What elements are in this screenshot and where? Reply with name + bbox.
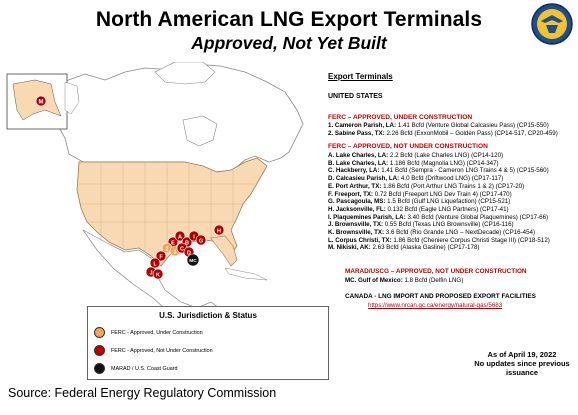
- svg-text:MC: MC: [189, 258, 197, 264]
- svg-text:A: A: [178, 235, 182, 241]
- update-note: No updates since previous issuance: [474, 359, 570, 377]
- canada-link[interactable]: https://www.nrcan.gc.ca/energy/natural-g…: [368, 302, 503, 309]
- panel-heading: Export Terminals: [328, 72, 393, 81]
- svg-text:H: H: [217, 229, 221, 235]
- list-item: MC. Gulf of Mexico: 1.8 Bcfd (Delfin LNG…: [345, 277, 464, 284]
- canada-land: [52, 62, 304, 173]
- ferc-seal-icon: [531, 3, 573, 45]
- north-america-map: M E A B I G 2 1 C D F L J K MC H: [6, 62, 304, 327]
- as-of-note: As of April 19, 2022 No updates since pr…: [470, 350, 574, 377]
- group2-heading: FERC – APPROVED, NOT UNDER CONSTRUCTION: [328, 143, 488, 150]
- legend-item-not-under-construction: FERC - Approved, Not Under Construction: [94, 345, 213, 356]
- svg-text:M: M: [39, 100, 44, 106]
- list-item: 2. Sabine Pass, TX: 2.26 Bcfd (ExxonMobi…: [328, 129, 558, 137]
- svg-text:I: I: [193, 235, 195, 241]
- contiguous-us: [76, 157, 268, 267]
- black-dot-icon: [94, 363, 105, 374]
- legend-item-label: FERC - Approved, Under Construction: [111, 329, 203, 336]
- caribbean-islands: [224, 267, 268, 281]
- marker-cluster-gulf[interactable]: E A B I G 2 1 C D F L J K MC: [145, 230, 207, 280]
- list-item: C. Hackberry, LA: 1.41 Bcfd (Sempra - Ca…: [328, 167, 549, 175]
- orange-dot-icon: [94, 327, 105, 338]
- group1-heading: FERC – APPROVED, UNDER CONSTRUCTION: [328, 114, 473, 121]
- panel-country: UNITED STATES: [328, 93, 383, 100]
- svg-text:C: C: [180, 247, 184, 253]
- legend-item-under-construction: FERC - Approved, Under Construction: [94, 327, 203, 338]
- legend-title: U.S. Jurisdiction & Status: [159, 311, 257, 320]
- source-note: Source: Federal Energy Regulatory Commis…: [8, 386, 277, 400]
- legend-item-marad: MARAD / U.S. Coast Guard: [94, 363, 178, 374]
- page-title: North American LNG Export Terminals: [95, 8, 483, 31]
- list-item: E. Port Arthur, TX: 1.86 Bcfd (Port Arth…: [328, 182, 525, 190]
- list-item: K. Brownsville, TX: 3.6 Bcfd (Rio Grande…: [328, 229, 536, 237]
- list-item: M. Nikiski, AK: 2.63 Bcfd (Alaska Gaslin…: [328, 244, 480, 252]
- svg-text:2: 2: [165, 247, 168, 253]
- svg-text:B: B: [185, 241, 189, 247]
- legend: U.S. Jurisdiction & Status FERC - Approv…: [87, 306, 329, 380]
- mexico-land: [82, 229, 220, 327]
- svg-text:1: 1: [173, 250, 176, 256]
- as-of-date: As of April 19, 2022: [487, 350, 557, 359]
- legend-item-label: MARAD / U.S. Coast Guard: [111, 365, 178, 372]
- svg-text:K: K: [156, 273, 160, 279]
- svg-text:E: E: [171, 241, 175, 247]
- list-item: I. Plaquemines Parish, LA: 3.40 Bcfd (Ve…: [328, 213, 549, 221]
- group1-list: 1. Cameron Parish, LA: 1.41 Bcfd (Ventur…: [328, 122, 558, 137]
- svg-text:L: L: [153, 262, 157, 268]
- svg-text:J: J: [149, 271, 152, 277]
- group3-list: MC. Gulf of Mexico: 1.8 Bcfd (Delfin LNG…: [345, 277, 463, 285]
- list-item: 1. Cameron Parish, LA: 1.41 Bcfd (Ventur…: [328, 122, 549, 129]
- marker-M[interactable]: M: [35, 95, 47, 107]
- svg-text:D: D: [187, 251, 191, 257]
- legend-item-label: FERC - Approved, Not Under Construction: [111, 347, 213, 354]
- list-item: D. Calcasieu Parish, LA: 4.0 Bcfd (Drift…: [328, 175, 504, 183]
- list-item: B. Lake Charles, LA: 1.186 Bcfd (Magnoli…: [328, 159, 499, 167]
- marker-H[interactable]: H: [213, 224, 225, 236]
- group3-heading: MARAD/USCG – APPROVED, NOT UNDER CONSTRU…: [345, 268, 527, 275]
- svg-text:F: F: [159, 255, 163, 261]
- list-item: G. Pascagoula, MS: 1.5 Bcfd (Gulf LNG Li…: [328, 198, 511, 206]
- list-item: F. Freeport, TX: 0.72 Bcfd (Freeport LNG…: [328, 190, 512, 198]
- page-subtitle: Approved, Not Yet Built: [191, 33, 387, 53]
- red-dot-icon: [94, 345, 105, 356]
- list-item: J. Brownsville, TX: 0.55 Bcfd (Texas LNG…: [328, 221, 514, 229]
- list-item: L. Corpus Christi, TX: 1.86 Bcfd (Chenie…: [328, 236, 550, 244]
- canada-heading: CANADA - LNG IMPORT AND PROPOSED EXPORT …: [345, 293, 536, 300]
- list-item: A. Lake Charles, LA: 2.2 Bcfd (Lake Char…: [328, 152, 504, 159]
- group2-list: A. Lake Charles, LA: 2.2 Bcfd (Lake Char…: [328, 152, 550, 252]
- list-item: H. Jacksonville, FL: 0.132 Bcfd (Eagle L…: [328, 205, 509, 213]
- svg-text:G: G: [199, 239, 203, 245]
